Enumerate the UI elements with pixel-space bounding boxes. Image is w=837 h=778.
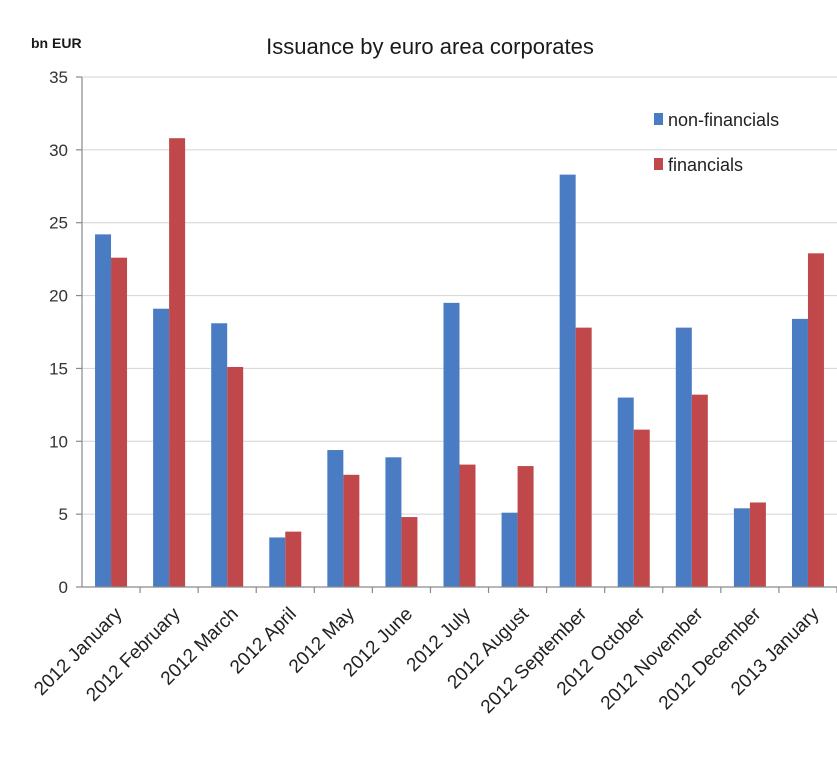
legend-label: non-financials: [668, 110, 779, 130]
bar-financials: [691, 394, 708, 587]
bars: [95, 138, 824, 588]
bar-non-financials: [559, 174, 576, 587]
legend-swatch: [654, 158, 663, 170]
y-tick-label: 20: [49, 287, 68, 306]
chart-title: Issuance by euro area corporates: [266, 34, 594, 59]
bar-non-financials: [385, 457, 402, 587]
x-tick-label: 2012 September: [477, 603, 592, 718]
bar-financials: [111, 257, 128, 587]
y-tick-label: 15: [49, 359, 68, 378]
axes: [81, 77, 837, 588]
bar-financials: [227, 366, 244, 587]
y-axis-ticks: 0 5 10 15 20 25 30 35: [49, 68, 82, 597]
y-tick-label: 0: [59, 578, 68, 597]
bar-non-financials: [269, 537, 286, 587]
y-tick-label: 10: [49, 432, 68, 451]
bar-financials: [633, 429, 650, 587]
bar-non-financials: [501, 512, 518, 587]
legend-label: financials: [668, 155, 743, 175]
x-tick-label: 2012 November: [597, 603, 708, 714]
x-tick-label: 2012 December: [655, 603, 766, 714]
bar-non-financials: [443, 302, 460, 587]
bar-financials: [169, 138, 186, 587]
bar-financials: [575, 327, 592, 587]
bar-financials: [401, 517, 418, 587]
bar-financials: [459, 464, 476, 587]
y-tick-label: 25: [49, 214, 68, 233]
bar-non-financials: [675, 327, 692, 587]
y-tick-label: 35: [49, 68, 68, 87]
bar-financials: [285, 531, 302, 587]
legend: non-financials financials: [654, 110, 779, 175]
y-unit-label: bn EUR: [31, 35, 82, 51]
bar-non-financials: [791, 318, 808, 587]
bar-non-financials: [733, 508, 750, 587]
bar-non-financials: [211, 323, 228, 587]
bar-financials: [343, 474, 360, 587]
bar-non-financials: [327, 450, 344, 587]
legend-swatch: [654, 113, 663, 125]
bar-non-financials: [617, 397, 634, 587]
bar-financials: [517, 466, 534, 587]
y-tick-label: 30: [49, 141, 68, 160]
y-tick-label: 5: [59, 505, 68, 524]
bar-financials: [749, 502, 766, 587]
bar-financials: [807, 253, 824, 588]
bar-non-financials: [95, 234, 112, 587]
bar-non-financials: [153, 308, 170, 587]
